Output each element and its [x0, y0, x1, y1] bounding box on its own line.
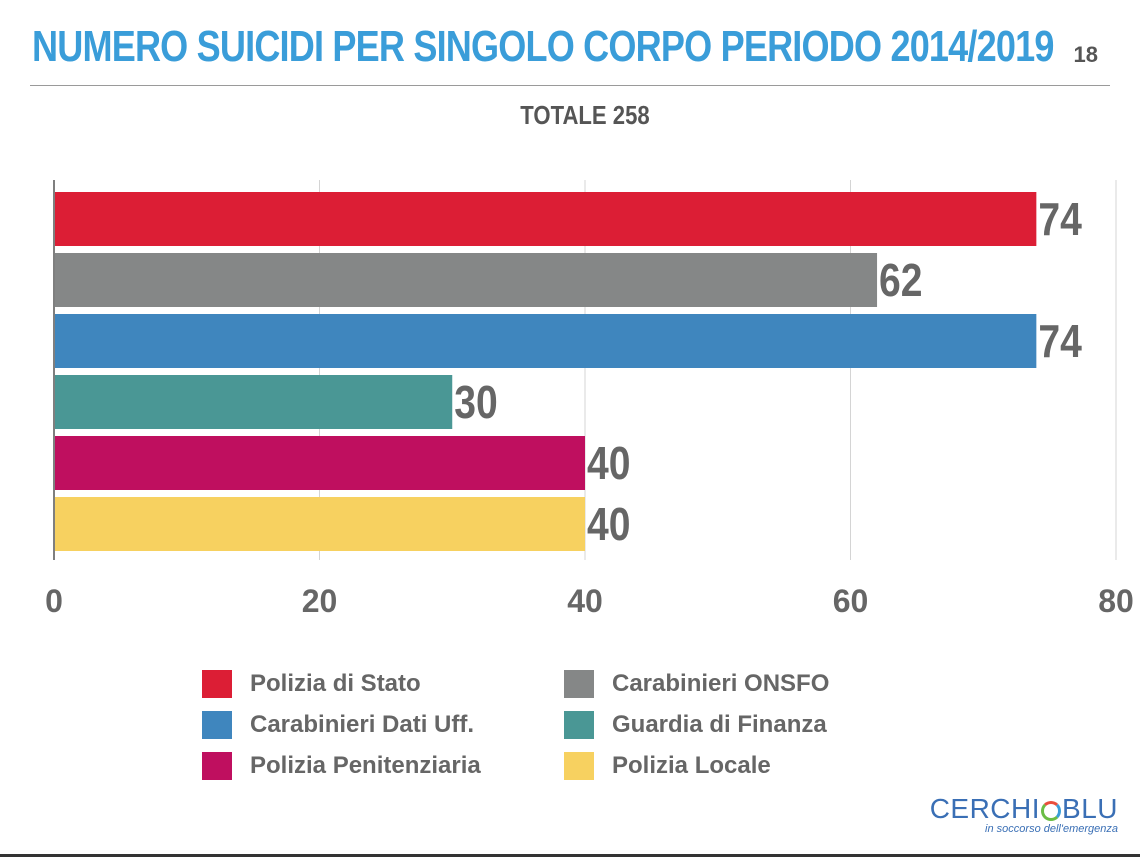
legend-label: Carabinieri ONSFO — [612, 670, 830, 697]
legend-label: Guardia di Finanza — [612, 711, 827, 738]
bar — [55, 497, 585, 551]
data-label: 62 — [879, 255, 922, 307]
logo-tagline: in soccorso dell'emergenza — [985, 823, 1118, 835]
legend-item: Polizia di Stato — [202, 670, 564, 698]
legend-swatch — [202, 670, 232, 698]
bar — [55, 192, 1037, 246]
ring-icon — [1041, 800, 1062, 821]
legend-swatch — [202, 711, 232, 739]
legend-item: Guardia di Finanza — [564, 711, 894, 739]
legend-item: Carabinieri Dati Uff. — [202, 711, 564, 739]
page-number: 18 — [1073, 42, 1098, 67]
x-tick-label: 20 — [302, 583, 338, 619]
legend-item: Carabinieri ONSFO — [564, 670, 894, 698]
legend-swatch — [202, 752, 232, 780]
chart-legend: Polizia di Stato Carabinieri ONSFO Carab… — [202, 670, 894, 780]
legend-swatch — [564, 670, 594, 698]
bar — [55, 253, 878, 307]
bottom-border — [0, 854, 1140, 857]
legend-item: Polizia Locale — [564, 752, 894, 780]
legend-label: Polizia Locale — [612, 752, 771, 779]
logo-text-part1: CERCHI — [929, 793, 1041, 824]
legend-item: Polizia Penitenziaria — [202, 752, 564, 780]
data-label: 74 — [1038, 194, 1082, 246]
page-title: NUMERO SUICIDI PER SINGOLO CORPO PERIODO… — [32, 22, 1054, 71]
legend-swatch — [564, 711, 594, 739]
logo-wordmark: CERCHI BLU — [930, 793, 1118, 825]
data-label: 30 — [454, 377, 497, 429]
legend-label: Polizia di Stato — [250, 670, 421, 697]
x-tick-label: 0 — [45, 583, 63, 619]
title-divider — [30, 85, 1110, 86]
bar — [55, 314, 1037, 368]
cerchioblu-logo: CERCHI BLU in soccorso dell'emergenza — [930, 793, 1118, 835]
bar-chart: 0 20 40 60 80 74 62 74 30 40 40 — [45, 180, 1134, 619]
data-label: 74 — [1038, 316, 1082, 368]
data-label: 40 — [587, 438, 630, 490]
data-label: 40 — [587, 499, 630, 551]
legend-label: Polizia Penitenziaria — [250, 752, 481, 779]
logo-text-part2: BLU — [1062, 793, 1118, 824]
bar — [55, 375, 453, 429]
chart-subtitle: TOTALE 258 — [520, 100, 650, 130]
x-tick-label: 60 — [833, 583, 869, 619]
bar — [55, 436, 585, 490]
legend-label: Carabinieri Dati Uff. — [250, 711, 475, 738]
x-tick-label: 80 — [1098, 583, 1134, 619]
x-tick-label: 40 — [567, 583, 603, 619]
legend-swatch — [564, 752, 594, 780]
